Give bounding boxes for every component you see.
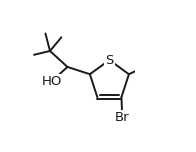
Text: Br: Br bbox=[115, 111, 130, 124]
Text: HO: HO bbox=[41, 75, 62, 88]
Text: S: S bbox=[105, 54, 114, 67]
